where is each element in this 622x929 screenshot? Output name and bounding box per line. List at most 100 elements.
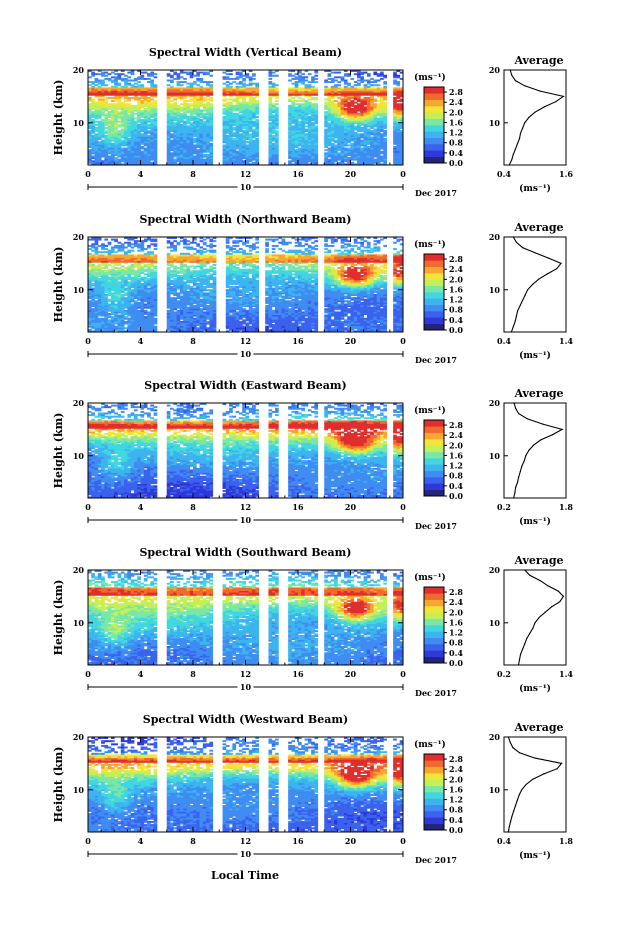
heatmap-cell [137, 90, 141, 93]
heatmap-cell [229, 85, 233, 88]
heatmap-cell [170, 79, 174, 82]
heatmap-cell [242, 115, 246, 118]
heatmap-cell [170, 76, 174, 79]
heatmap-cell [288, 160, 292, 163]
heatmap-cell [186, 133, 191, 136]
heatmap-cell [107, 103, 112, 106]
heatmap-cell [137, 120, 141, 123]
heatmap-cell [225, 155, 230, 158]
heatmap-cell [127, 125, 132, 128]
heatmap-cell [130, 79, 135, 82]
heatmap-cell [107, 150, 112, 153]
heatmap-cell [104, 122, 109, 125]
heatmap-cell [107, 149, 112, 152]
heatmap-cell [238, 153, 243, 156]
heatmap-cell [110, 144, 115, 147]
heatmap-cell [104, 142, 109, 145]
heatmap-cell [97, 106, 102, 109]
heatmap-cell [107, 263, 112, 266]
average-profile-point [555, 101, 557, 103]
heatmap-cell [120, 114, 125, 117]
heatmap-cell [97, 93, 102, 96]
heatmap-cell [97, 160, 102, 163]
heatmap-cell [140, 142, 145, 145]
heatmap-cell [120, 268, 125, 271]
heatmap-cell [186, 115, 191, 118]
heatmap-cell [91, 73, 95, 76]
heatmap-cell [114, 106, 118, 109]
heatmap-cell [137, 139, 141, 142]
heatmap-cell [189, 161, 194, 164]
y-tick-label: 20 [73, 65, 85, 75]
heatmap-cell [153, 161, 158, 164]
heatmap-cell [173, 112, 177, 115]
heatmap-cell [242, 119, 246, 122]
heatmap-cell [206, 144, 210, 147]
heatmap-cell [199, 142, 204, 145]
heatmap-cell [166, 147, 171, 150]
heatmap-cell [127, 146, 132, 148]
heatmap-cell [245, 127, 250, 129]
heatmap-cell [232, 104, 237, 107]
heatmap-cell [238, 160, 243, 163]
heatmap-cell [232, 119, 237, 122]
heatmap-cell [337, 101, 342, 104]
heatmap-cell [242, 77, 246, 80]
heatmap-cell [127, 103, 132, 106]
heatmap-cell [193, 149, 197, 152]
heatmap-cell [353, 125, 358, 128]
heatmap-cell [294, 149, 299, 152]
heatmap-cell [206, 111, 210, 114]
heatmap-cell [130, 122, 135, 125]
heatmap-cell [107, 298, 112, 301]
heatmap-cell [130, 139, 135, 142]
heatmap-cell [202, 128, 207, 131]
heatmap-cell [150, 103, 155, 106]
heatmap-cell [235, 147, 240, 150]
heatmap-cell [268, 134, 273, 137]
heatmap-cell [248, 89, 253, 91]
heatmap-cell [114, 152, 118, 155]
heatmap-cell [91, 149, 95, 152]
heatmap-cell [186, 95, 191, 98]
heatmap-cell [104, 141, 109, 144]
heatmap-cell [153, 85, 158, 88]
heatmap-cell [110, 147, 115, 150]
heatmap-cell [147, 138, 151, 141]
heatmap-cell [245, 111, 250, 114]
heatmap-cell [324, 79, 328, 82]
heatmap-cell [196, 150, 200, 153]
heatmap-cell [311, 96, 315, 99]
heatmap-cell [176, 89, 181, 91]
heatmap-cell [209, 125, 214, 128]
heatmap-cell [143, 123, 148, 126]
heatmap-cell [153, 115, 158, 118]
heatmap-cell [120, 123, 125, 126]
heatmap-cell [225, 150, 230, 153]
heatmap-cell [107, 111, 112, 114]
heatmap-cell [396, 87, 401, 90]
heatmap-cell [137, 158, 141, 161]
heatmap-cell [124, 84, 128, 87]
heatmap-cell [193, 119, 197, 122]
average-profile-point [508, 164, 510, 166]
heatmap-cell [225, 163, 230, 166]
heatmap-cell [104, 108, 109, 110]
heatmap-cell [114, 267, 118, 270]
heatmap-cell [186, 119, 191, 122]
heatmap-cell [107, 142, 112, 145]
heatmap-cell [202, 149, 207, 152]
heatmap-cell [176, 155, 181, 158]
heatmap-cell [189, 141, 194, 144]
heatmap-cell [327, 77, 332, 80]
heatmap-cell [150, 147, 155, 150]
heatmap-cell [232, 109, 237, 112]
heatmap-cell [343, 79, 348, 82]
heatmap-cell [268, 144, 273, 147]
heatmap-cell [104, 163, 109, 166]
heatmap-cell [235, 136, 240, 139]
heatmap-cell [202, 131, 207, 134]
heatmap-cell [91, 119, 95, 122]
heatmap-cell [127, 87, 132, 90]
heatmap-cell [245, 103, 250, 106]
